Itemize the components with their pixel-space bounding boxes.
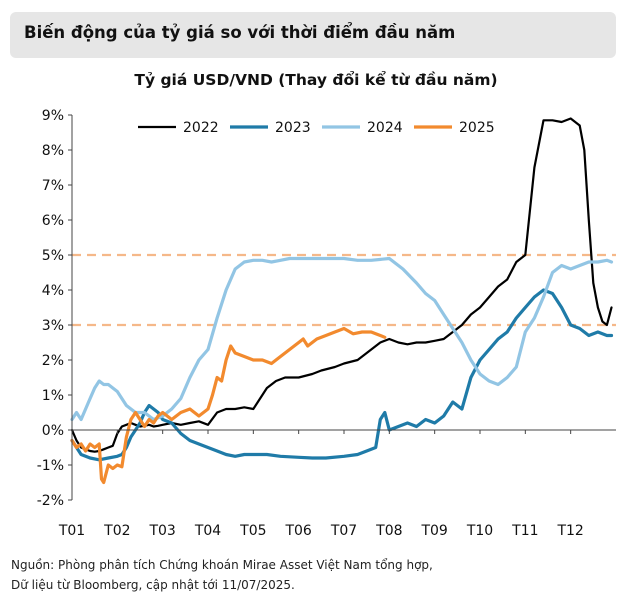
x-tick-label: T09 <box>420 523 447 539</box>
y-tick-label: 3% <box>42 318 64 334</box>
x-tick-label: T07 <box>330 523 357 539</box>
x-tick-label: T06 <box>284 523 311 539</box>
chart-legend: 2022 2023 2024 2025 <box>138 120 495 136</box>
y-tick-label: -2% <box>37 493 64 509</box>
legend-label-2025: 2025 <box>459 120 495 136</box>
y-tick-label: 6% <box>42 213 64 229</box>
series-2023-line <box>70 288 614 462</box>
y-tick-label: -1% <box>37 458 64 474</box>
x-tick-label: T10 <box>466 523 493 539</box>
x-tick-label: T08 <box>375 523 402 539</box>
legend-label-2024: 2024 <box>367 120 403 136</box>
x-tick-label: T12 <box>556 523 583 539</box>
series-2024-line <box>70 256 614 422</box>
x-tick-label: T01 <box>58 523 85 539</box>
y-tick-label: 2% <box>42 353 64 369</box>
legend-label-2023: 2023 <box>275 120 311 136</box>
y-tick-label: 0% <box>42 423 64 439</box>
header-title: Biến động của tỷ giá so với thời điểm đầ… <box>24 23 456 42</box>
y-tick-label: 8% <box>42 143 64 159</box>
source-line-2: Dữ liệu từ Bloomberg, cập nhật tới 11/07… <box>11 578 295 592</box>
y-tick-label: 5% <box>42 248 64 264</box>
x-tick-label: T05 <box>239 523 266 539</box>
series-lines <box>70 117 614 485</box>
y-tick-label: 7% <box>42 178 64 194</box>
y-tick-label: 1% <box>42 388 64 404</box>
header-panel: Biến động của tỷ giá so với thời điểm đầ… <box>10 12 616 58</box>
chart-title: Tỷ giá USD/VND (Thay đổi kể từ đầu năm) <box>134 71 498 89</box>
chart-axes: 9% 8% 7% 6% 5% 4% 3% 2% 1% 0% -1% -2% T01 T02 T03 T04 T0… <box>37 108 616 539</box>
legend-label-2022: 2022 <box>183 120 219 136</box>
series-2022-line <box>70 117 613 453</box>
series-2025-line <box>70 326 387 485</box>
x-tick-label: T03 <box>148 523 175 539</box>
y-tick-label: 9% <box>42 108 64 124</box>
source-line-1: Nguồn: Phòng phân tích Chứng khoán Mirae… <box>11 558 433 572</box>
x-tick-label: T11 <box>511 523 538 539</box>
y-tick-label: 4% <box>42 283 64 299</box>
source-note: Nguồn: Phòng phân tích Chứng khoán Mirae… <box>11 555 433 595</box>
x-tick-label: T04 <box>194 523 221 539</box>
x-tick-label: T02 <box>103 523 130 539</box>
